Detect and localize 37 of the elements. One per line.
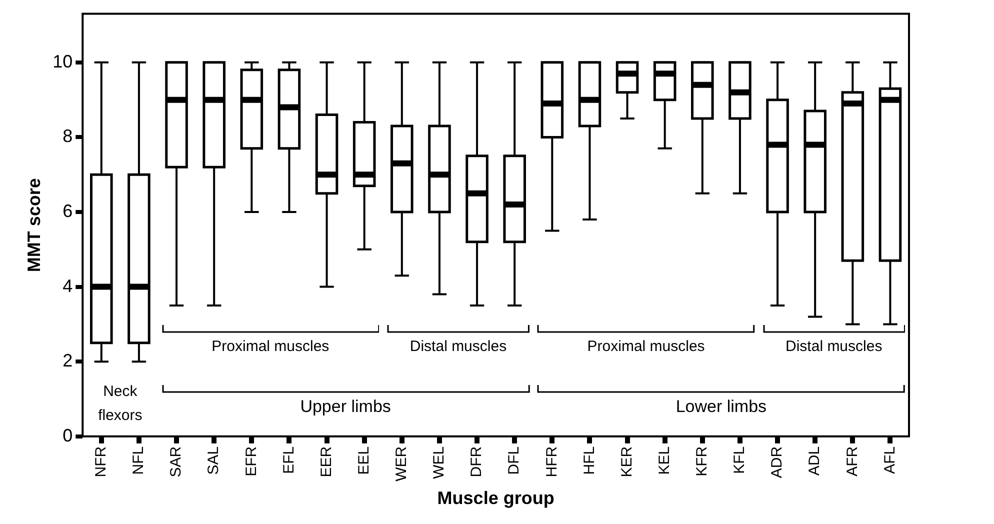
x-tick-label: NFL xyxy=(130,446,148,475)
x-tick-label: DFL xyxy=(506,446,523,475)
x-tick-label: KEL xyxy=(656,446,673,475)
y-tick-label: 4 xyxy=(62,276,73,296)
x-tick-label: HFL xyxy=(580,446,598,475)
x-tick-label: KER xyxy=(618,446,636,478)
x-tick-label: DFR xyxy=(468,446,486,478)
y-tick-label: 2 xyxy=(62,350,73,371)
y-tick-label: 0 xyxy=(62,425,73,446)
annotation: Lower limbs xyxy=(674,396,768,418)
x-tick-label: EEL xyxy=(355,446,372,475)
x-tick-label: WEL xyxy=(430,446,448,479)
x-tick-label: SAL xyxy=(205,446,222,475)
y-tick-label: 8 xyxy=(62,126,73,146)
x-tick-label: EFL xyxy=(280,446,298,474)
annotation: Distal muscles xyxy=(408,336,508,357)
x-tick-label: AFL xyxy=(881,446,898,474)
x-tick-label: AFR xyxy=(844,446,861,476)
x-tick-label: KFR xyxy=(694,446,711,476)
x-tick-label: KFL xyxy=(731,446,748,474)
y-tick-label: 6 xyxy=(62,200,73,221)
x-tick-label: EFR xyxy=(242,446,260,476)
x-tick-label: SAR xyxy=(168,446,185,478)
x-tick-label: EER xyxy=(318,446,335,478)
x-tick-label: ADL xyxy=(806,446,824,476)
annotation: Neck flexors xyxy=(97,382,144,426)
x-tick-label: HFR xyxy=(543,446,560,478)
annotation: Upper limbs xyxy=(299,396,392,418)
annotation: Proximal muscles xyxy=(210,336,330,357)
x-tick-label: WER xyxy=(393,446,410,482)
annotation: Proximal muscles xyxy=(586,336,706,357)
annotation: Distal muscles xyxy=(784,336,884,357)
y-axis-title: MMT score xyxy=(24,178,44,272)
x-tick-label: NFR xyxy=(92,446,110,478)
y-tick-label: 10 xyxy=(52,51,73,72)
x-axis-title: Muscle group xyxy=(437,488,554,508)
x-tick-label: ADR xyxy=(768,446,786,478)
